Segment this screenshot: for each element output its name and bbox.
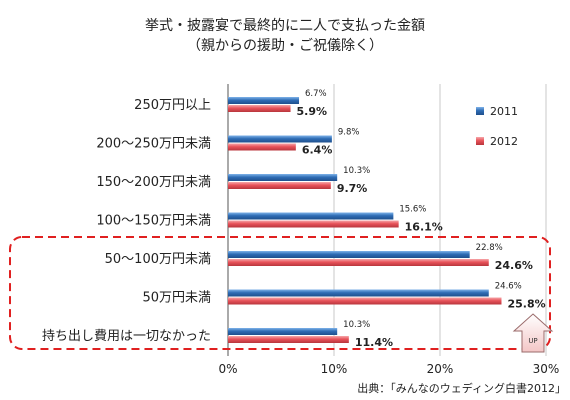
data-label-2012: 16.1%	[405, 221, 443, 234]
legend-label-2011: 2011	[490, 105, 518, 118]
data-label-2011: 15.6%	[399, 205, 426, 215]
data-label-2012: 6.4%	[302, 144, 333, 157]
bar-2011	[228, 212, 394, 220]
data-label-2011: 24.6%	[495, 282, 522, 292]
data-label-2012: 25.8%	[507, 298, 545, 311]
bars: 6.7% 5.9% 9.8% 6.4% 10.3% 9.7% 15.6% 16.1% 22.8%…	[228, 89, 546, 349]
data-label-2012: 9.7%	[337, 182, 368, 195]
data-label-2011: 10.3%	[343, 320, 370, 330]
x-tick-label: 30%	[533, 362, 560, 376]
data-label-2012: 5.9%	[297, 105, 328, 118]
highlight-box	[9, 236, 551, 350]
up-arrow-label: UP	[528, 337, 537, 345]
bar-2011	[228, 174, 338, 181]
data-label-2012: 24.6%	[495, 259, 533, 272]
legend-swatch-2011	[476, 107, 484, 115]
data-label-2011: 22.8%	[476, 243, 503, 253]
bar-2011	[228, 135, 332, 143]
category-label: 50万円未満	[142, 291, 211, 306]
up-arrow: UP	[512, 313, 554, 353]
bar-2012	[228, 182, 331, 189]
chart-subtitle: （親からの援助・ご祝儀除く）	[187, 38, 383, 54]
category-label: 持ち出し費用は一切なかった	[42, 329, 211, 344]
data-label-2011: 6.7%	[305, 89, 327, 99]
bar-2012	[228, 143, 296, 151]
bar-2011	[228, 251, 470, 258]
bar-2012	[228, 297, 502, 305]
category-label: 200～250万円未満	[96, 137, 211, 152]
legend-swatch-2012	[476, 137, 484, 145]
bar-2012	[228, 336, 349, 343]
up-arrow-shape	[512, 313, 554, 353]
source-note: 出典：「みんなのウェディング白書2012」	[357, 381, 566, 395]
chart-title: 挙式・披露宴で最終的に二人で支払った金額	[145, 17, 425, 34]
data-label-2011: 9.8%	[338, 128, 360, 138]
legend: 2011 2012	[476, 105, 518, 148]
category-label: 250万円以上	[134, 98, 211, 113]
category-label: 100～150万円未満	[96, 214, 211, 229]
bar-2011	[228, 328, 338, 335]
category-labels: 250万円以上 200～250万円未満 150～200万円未満 100～150万円未満…	[42, 98, 211, 344]
bar-2011	[228, 97, 300, 104]
x-tick-labels: 0% 10% 20% 30%	[218, 362, 559, 376]
bar-2011	[228, 289, 489, 297]
data-label-2012: 11.4%	[355, 336, 393, 349]
bar-2012	[228, 259, 489, 266]
x-tick-label: 20%	[427, 362, 454, 376]
category-label: 150～200万円未満	[96, 175, 211, 190]
legend-label-2012: 2012	[490, 135, 518, 148]
grid-lines	[227, 84, 547, 356]
bar-2012	[228, 220, 399, 228]
category-label: 50～100万円未満	[105, 252, 211, 267]
data-label-2011: 10.3%	[343, 166, 370, 176]
bar-2012	[228, 105, 291, 112]
x-tick-label: 0%	[218, 362, 237, 376]
x-tick-label: 10%	[321, 362, 348, 376]
